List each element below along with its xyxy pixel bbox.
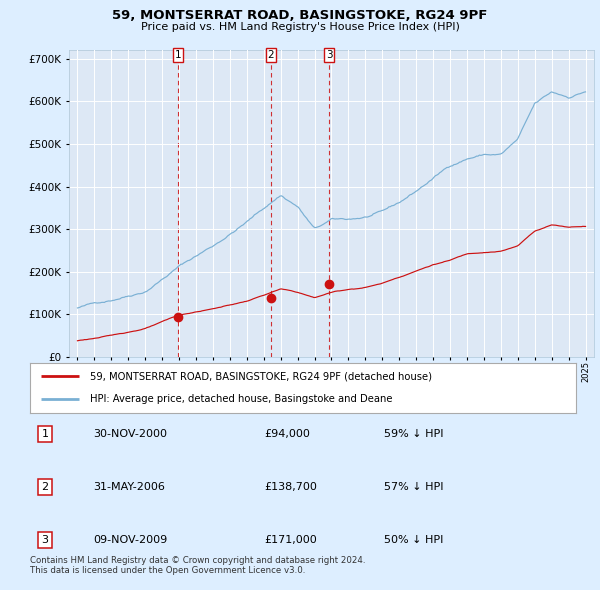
Text: 59, MONTSERRAT ROAD, BASINGSTOKE, RG24 9PF: 59, MONTSERRAT ROAD, BASINGSTOKE, RG24 9… bbox=[112, 9, 488, 22]
Text: £138,700: £138,700 bbox=[264, 482, 317, 491]
Text: 59% ↓ HPI: 59% ↓ HPI bbox=[384, 429, 443, 438]
Text: 3: 3 bbox=[41, 535, 49, 545]
Text: 09-NOV-2009: 09-NOV-2009 bbox=[93, 535, 167, 545]
Text: 57% ↓ HPI: 57% ↓ HPI bbox=[384, 482, 443, 491]
Text: Price paid vs. HM Land Registry's House Price Index (HPI): Price paid vs. HM Land Registry's House … bbox=[140, 22, 460, 32]
Text: 50% ↓ HPI: 50% ↓ HPI bbox=[384, 535, 443, 545]
Text: 2: 2 bbox=[268, 50, 274, 60]
Text: 30-NOV-2000: 30-NOV-2000 bbox=[93, 429, 167, 438]
Text: 3: 3 bbox=[326, 50, 332, 60]
Text: 1: 1 bbox=[175, 50, 181, 60]
Text: £94,000: £94,000 bbox=[264, 429, 310, 438]
Text: 1: 1 bbox=[41, 429, 49, 438]
Text: 31-MAY-2006: 31-MAY-2006 bbox=[93, 482, 165, 491]
Text: 59, MONTSERRAT ROAD, BASINGSTOKE, RG24 9PF (detached house): 59, MONTSERRAT ROAD, BASINGSTOKE, RG24 9… bbox=[90, 371, 432, 381]
Text: £171,000: £171,000 bbox=[264, 535, 317, 545]
Text: Contains HM Land Registry data © Crown copyright and database right 2024.
This d: Contains HM Land Registry data © Crown c… bbox=[30, 556, 365, 575]
Text: 2: 2 bbox=[41, 482, 49, 491]
Text: HPI: Average price, detached house, Basingstoke and Deane: HPI: Average price, detached house, Basi… bbox=[90, 395, 392, 405]
